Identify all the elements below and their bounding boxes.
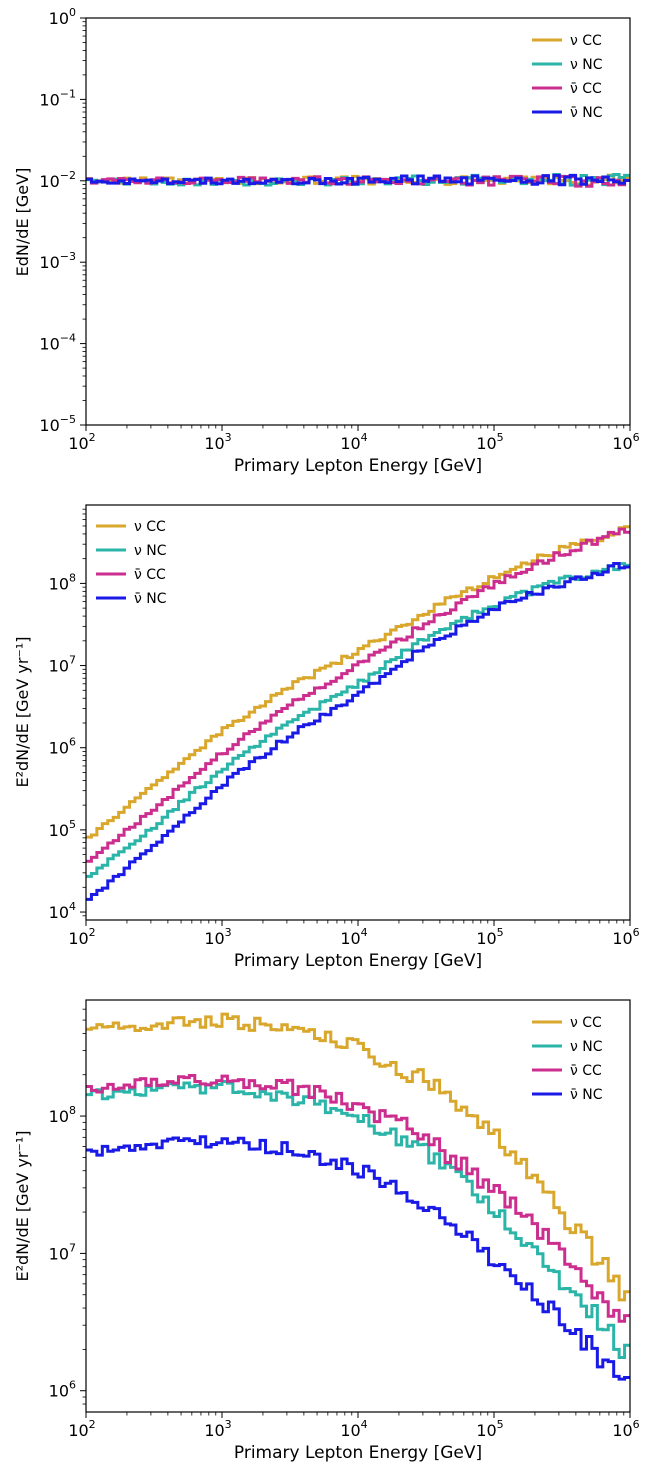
series-line-2 xyxy=(86,562,630,878)
x-axis-label: Primary Lepton Energy [GeV] xyxy=(234,456,482,476)
x-tick-label: 102 xyxy=(68,1418,95,1440)
legend-label: ν̄ CC xyxy=(134,567,166,583)
legend-label: ν̄ NC xyxy=(134,591,167,607)
y-tick-label: 10−4 xyxy=(39,332,76,354)
x-tick-label: 103 xyxy=(204,1418,231,1440)
series-line-4 xyxy=(86,1135,630,1381)
x-tick-label: 106 xyxy=(612,431,639,453)
x-tick-label: 103 xyxy=(204,431,231,453)
x-tick-label: 104 xyxy=(340,431,367,453)
y-tick-label: 104 xyxy=(49,900,76,922)
y-tick-label: 100 xyxy=(49,6,76,28)
legend-label: ν CC xyxy=(134,519,166,535)
series-group xyxy=(86,172,630,188)
y-tick-label: 106 xyxy=(49,1379,76,1401)
legend-label: ν NC xyxy=(134,543,167,559)
x-tick-label: 106 xyxy=(612,1418,639,1440)
legend-label: ν̄ NC xyxy=(570,1087,603,1103)
legend: ν CC ν NC ν̄ CC ν̄ NC xyxy=(96,519,167,607)
chart-panel-1: 102 103 104 105 106 10−5 10−4 10−3 10−2 10−1 100 Pr… xyxy=(13,6,640,476)
legend-label: ν̄ CC xyxy=(570,81,602,97)
y-axis-label: EdN/dE [GeV] xyxy=(13,168,32,277)
series-line-3 xyxy=(86,527,630,863)
y-tick-label: 107 xyxy=(49,1241,76,1263)
chart-panel-3: 102 103 104 105 106 106 107 108 Primary Lepton E… xyxy=(13,999,640,1463)
series-line-1 xyxy=(86,525,630,839)
x-tick-label: 102 xyxy=(68,926,95,948)
legend-label: ν̄ CC xyxy=(570,1063,602,1079)
y-axis-label: E²dN/dE [GeV yr⁻¹] xyxy=(13,1130,32,1281)
x-tick-label: 103 xyxy=(204,926,231,948)
series-line-1 xyxy=(86,1012,630,1302)
legend-label: ν NC xyxy=(570,1039,603,1055)
y-tick-label: 105 xyxy=(49,818,76,840)
y-tick-label: 108 xyxy=(49,571,76,593)
series-line-3 xyxy=(86,1073,630,1323)
y-tick-label: 106 xyxy=(49,736,76,758)
y-tick-label: 107 xyxy=(49,654,76,676)
series-group xyxy=(86,525,630,901)
legend-label: ν NC xyxy=(570,57,603,73)
legend-label: ν CC xyxy=(570,33,602,49)
x-tick-label: 105 xyxy=(476,926,503,948)
y-axis-label: E²dN/dE [GeV yr⁻¹] xyxy=(13,636,32,787)
y-tick-label: 10−3 xyxy=(39,250,76,272)
y-tick-label: 10−1 xyxy=(39,87,76,109)
series-group xyxy=(86,1012,630,1381)
legend: ν CC ν NC ν̄ CC ν̄ NC xyxy=(532,1015,603,1103)
x-tick-label: 104 xyxy=(340,926,367,948)
legend: ν CC ν NC ν̄ CC ν̄ NC xyxy=(532,33,603,121)
x-tick-label: 105 xyxy=(476,431,503,453)
x-tick-label: 104 xyxy=(340,1418,367,1440)
series-line-2 xyxy=(86,1079,630,1360)
x-tick-label: 105 xyxy=(476,1418,503,1440)
chart-panel-2: 102 103 104 105 106 104 105 106 107 108 Primary Le… xyxy=(13,504,640,971)
x-tick-label: 102 xyxy=(68,431,95,453)
legend-label: ν CC xyxy=(570,1015,602,1031)
legend-label: ν̄ NC xyxy=(570,105,603,121)
series-line-4 xyxy=(86,562,630,901)
x-axis-label: Primary Lepton Energy [GeV] xyxy=(234,951,482,971)
y-tick-label: 10−2 xyxy=(39,169,76,191)
y-tick-label: 10−5 xyxy=(39,413,76,435)
series-line-4 xyxy=(86,173,630,187)
plot-frame xyxy=(85,504,631,921)
plot-frame xyxy=(85,999,631,1413)
plot-frame xyxy=(85,17,631,426)
y-tick-label: 108 xyxy=(49,1104,76,1126)
x-axis-label: Primary Lepton Energy [GeV] xyxy=(234,1443,482,1463)
x-tick-label: 106 xyxy=(612,926,639,948)
